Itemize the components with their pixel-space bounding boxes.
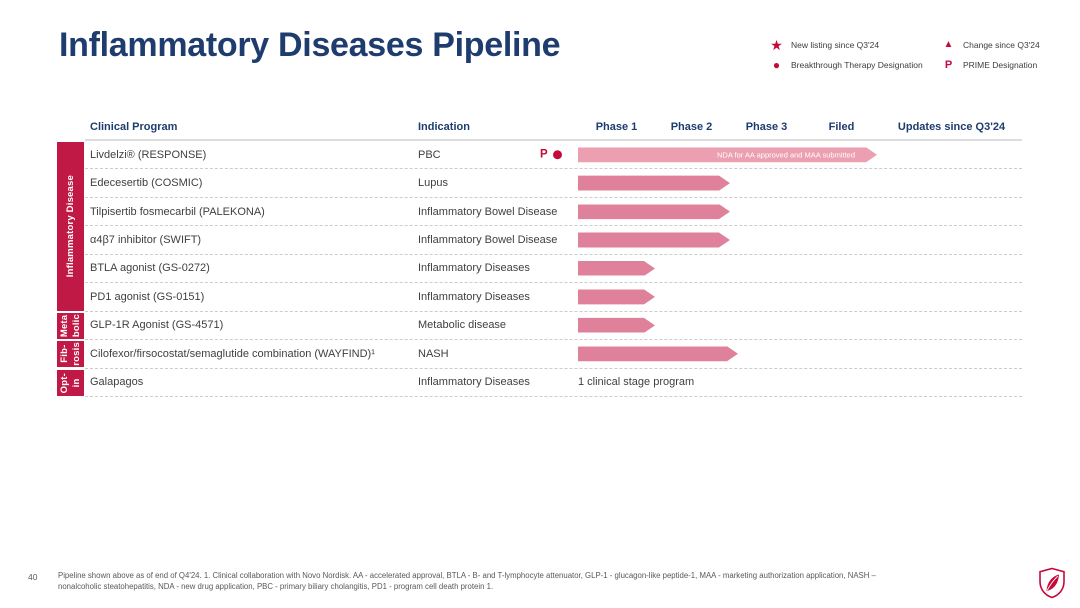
breakthrough-badge-icon [552, 150, 562, 160]
program-name: BTLA agonist (GS-0272) [90, 262, 210, 275]
program-name: Cilofexor/firsocostat/semaglutide combin… [90, 347, 375, 360]
phase-progress-bar [578, 318, 655, 333]
program-name: Livdelzi® (RESPONSE) [90, 148, 207, 161]
header-updates: Updates since Q3'24 [897, 121, 1006, 133]
indication: Inflammatory Bowel Disease [418, 205, 558, 218]
legend-label: New listing since Q3'24 [791, 40, 880, 50]
phase-progress-bar [578, 176, 730, 191]
header-clinical-program: Clinical Program [90, 121, 178, 133]
table-body: Livdelzi® (RESPONSE) PBC P NDA for AA ap… [57, 141, 1022, 397]
circle-icon: ● [772, 58, 781, 72]
table-row: Galapagos Inflammatory Diseases 1 clinic… [85, 369, 1022, 397]
clinical-stage-note: 1 clinical stage program [578, 376, 695, 389]
indication: Inflammatory Bowel Disease [418, 234, 558, 247]
header-phase1: Phase 1 [595, 121, 638, 133]
footnote-line-1: Pipeline shown above as of end of Q4'24.… [58, 571, 876, 580]
program-name: Tilpisertib fosmecarbil (PALEKONA) [90, 205, 265, 218]
prime-p-icon: P [944, 58, 953, 71]
phase-progress-bar: NDA for AA approved and MAA submitted [578, 147, 877, 162]
phase-progress-bar [578, 204, 730, 219]
header-phase2: Phase 2 [670, 121, 713, 133]
category-label: Meta bolic [58, 314, 82, 338]
indication: Metabolic disease [418, 319, 507, 332]
header-indication: Indication [418, 121, 470, 133]
program-name: Edecesertib (COSMIC) [90, 177, 203, 190]
page-title: Inflammatory Diseases Pipeline [59, 26, 561, 64]
table-row: Cilofexor/firsocostat/semaglutide combin… [85, 340, 1022, 369]
legend-item-new-listing: ★ New listing since Q3'24 [769, 38, 941, 52]
indication: NASH [418, 347, 449, 360]
legend-label: Breakthrough Therapy Designation [791, 60, 923, 70]
category-fibrosis: Fib- rosis [57, 341, 84, 367]
category-metabolic: Meta bolic [57, 313, 84, 339]
table-row: α4β7 inhibitor (SWIFT) Inflammatory Bowe… [85, 226, 1022, 255]
phase-progress-bar [578, 233, 730, 248]
category-inflammatory-disease: Inflammatory Disease [57, 142, 84, 311]
legend-item-breakthrough: ● Breakthrough Therapy Designation [769, 59, 941, 71]
program-name: α4β7 inhibitor (SWIFT) [90, 234, 202, 247]
footnote: Pipeline shown above as of end of Q4'24.… [58, 570, 1018, 593]
indication: Inflammatory Diseases [418, 376, 530, 389]
designation-badges: P [540, 147, 562, 161]
phase-progress-bar [578, 346, 738, 361]
star-icon: ★ [770, 37, 783, 53]
table-row: Tilpisertib fosmecarbil (PALEKONA) Infla… [85, 198, 1022, 227]
indication: Lupus [418, 177, 448, 190]
category-label: Fib- rosis [58, 342, 82, 366]
footnote-line-2: nonalcoholic steatohepatitis, NDA - new … [58, 582, 494, 592]
indication: Inflammatory Diseases [418, 262, 530, 275]
table-row: BTLA agonist (GS-0272) Inflammatory Dise… [85, 255, 1022, 284]
indication: Inflammatory Diseases [418, 290, 530, 303]
program-name: GLP-1R Agonist (GS-4571) [90, 319, 224, 332]
table-row: GLP-1R Agonist (GS-4571) Metabolic disea… [85, 312, 1022, 341]
legend-item-prime: P PRIME Designation [941, 59, 1040, 71]
pipeline-table: Clinical Program Indication Phase 1 Phas… [57, 115, 1022, 397]
prime-badge-icon: P [540, 147, 548, 160]
table-header-row: Clinical Program Indication Phase 1 Phas… [85, 115, 1022, 141]
table-row: PD1 agonist (GS-0151) Inflammatory Disea… [85, 283, 1022, 312]
gilead-shield-logo [1039, 567, 1065, 599]
triangle-icon: ▲ [943, 39, 954, 50]
indication: PBC [418, 148, 441, 161]
legend: ★ New listing since Q3'24 ▲ Change since… [769, 38, 1040, 71]
legend-label: Change since Q3'24 [963, 40, 1040, 50]
legend-label: PRIME Designation [963, 60, 1038, 70]
table-row: Edecesertib (COSMIC) Lupus [85, 169, 1022, 198]
category-label: Opt- in [58, 372, 82, 393]
category-label: Inflammatory Disease [64, 175, 76, 278]
phase-progress-bar [578, 261, 655, 276]
table-row: Livdelzi® (RESPONSE) PBC P NDA for AA ap… [85, 141, 1022, 170]
phase-progress-bar [578, 289, 655, 304]
page-number: 40 [28, 572, 38, 582]
program-name: Galapagos [90, 376, 144, 389]
category-opt-in: Opt- in [57, 369, 84, 396]
header-filed: Filed [828, 121, 855, 133]
legend-item-change: ▲ Change since Q3'24 [941, 38, 1040, 52]
program-name: PD1 agonist (GS-0151) [90, 290, 205, 303]
header-phase3: Phase 3 [745, 121, 788, 133]
